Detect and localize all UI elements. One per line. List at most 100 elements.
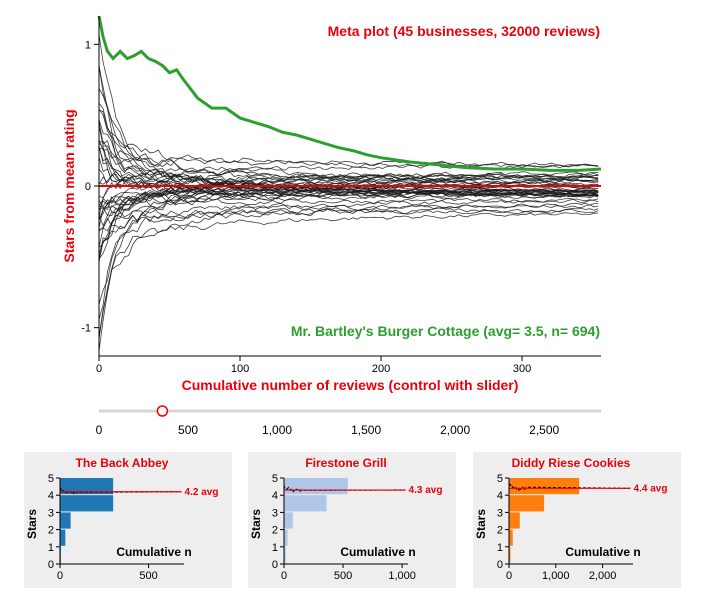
panel-y-tick-label: 4 bbox=[272, 490, 278, 502]
panel-y-tick-label: 2 bbox=[497, 525, 503, 537]
y-tick-label: 1 bbox=[85, 39, 91, 51]
panel-y-tick-label: 0 bbox=[497, 559, 503, 571]
slider-tick-labels: 0 500 1,000 1,500 2,000 2,500 bbox=[96, 423, 560, 437]
business-lines bbox=[98, 34, 599, 351]
histogram-bar-5-star bbox=[509, 478, 580, 495]
avg-label: 4.2 avg bbox=[185, 487, 219, 498]
panel-x-tick-label: 0 bbox=[506, 570, 512, 582]
histogram-bar-3-star bbox=[284, 512, 293, 529]
panel-firestone-grill: Firestone Grill 4.3 avg 0 1 2 3 4 5 0 500 1,000 Cum… bbox=[248, 452, 456, 588]
panel-back-abbey: The Back Abbey 4.2 avg 0 1 2 3 4 5 0 500 Cumulativ… bbox=[24, 452, 232, 588]
business-line bbox=[98, 140, 599, 168]
panel-x-tick-label: 2,000 bbox=[589, 570, 617, 582]
histogram-bar-1-star bbox=[509, 546, 511, 563]
panel-x-tick-label: 0 bbox=[281, 570, 287, 582]
histogram-bar-2-star bbox=[509, 529, 513, 546]
panel-y-tick-label: 3 bbox=[497, 507, 503, 519]
slider-tick-label: 1,000 bbox=[262, 423, 292, 437]
panel-y-tick-label: 5 bbox=[48, 473, 54, 485]
panel-y-tick-label: 1 bbox=[272, 542, 278, 554]
business-line bbox=[98, 181, 599, 337]
x-tick-label: 100 bbox=[231, 363, 249, 375]
panel-y-tick-label: 4 bbox=[497, 490, 503, 502]
panel-title: Diddy Riese Cookies bbox=[512, 456, 631, 470]
cumulative-avg-line bbox=[59, 487, 182, 495]
histogram-bar-3-star bbox=[60, 512, 71, 529]
business-line bbox=[98, 208, 599, 230]
panel-x-tick-label: 1,000 bbox=[542, 570, 570, 582]
panel-title: Firestone Grill bbox=[305, 456, 386, 470]
business-line bbox=[98, 207, 599, 255]
panel-title: The Back Abbey bbox=[76, 456, 169, 470]
y-axis-label: Stars from mean rating bbox=[61, 109, 77, 262]
cumulative-avg-line bbox=[283, 485, 406, 493]
panel-y-tick-label: 0 bbox=[272, 559, 278, 571]
panel-y-tick-label: 3 bbox=[48, 507, 54, 519]
histogram-bar-5-star bbox=[60, 478, 114, 495]
x-tick-label: 300 bbox=[513, 363, 531, 375]
diddy-riese-histogram: Diddy Riese Cookies 4.4 avg 0 1 2 3 4 5 0 1,000 2,… bbox=[474, 456, 668, 582]
x-tick-label: 0 bbox=[96, 363, 102, 375]
business-line bbox=[98, 175, 599, 260]
panel-y-label: Stars bbox=[25, 509, 39, 539]
slider-tick-label: 2,000 bbox=[440, 423, 470, 437]
panel-y-tick-label: 5 bbox=[497, 473, 503, 485]
histogram-bar-3-star bbox=[509, 512, 520, 529]
histogram-bar-2-star bbox=[284, 529, 288, 546]
panel-x-label: Cumulative n bbox=[340, 545, 415, 559]
panel-y-tick-label: 2 bbox=[272, 525, 278, 537]
meta-plot-title: Meta plot (45 businesses, 32000 reviews) bbox=[328, 23, 600, 39]
slider-handle[interactable] bbox=[156, 405, 169, 417]
business-line bbox=[98, 178, 599, 259]
histogram-bar-4-star bbox=[60, 495, 114, 512]
histogram-bar-4-star bbox=[284, 495, 327, 512]
back-abbey-histogram: The Back Abbey 4.2 avg 0 1 2 3 4 5 0 500 Cumulativ… bbox=[25, 456, 219, 582]
business-line bbox=[98, 164, 599, 199]
business-line bbox=[98, 191, 599, 207]
y-tick-label: 0 bbox=[85, 181, 91, 193]
review-slider[interactable]: 0 500 1,000 1,500 2,000 2,500 bbox=[96, 405, 601, 437]
panel-x-label: Cumulative n bbox=[565, 545, 640, 559]
panel-x-tick-label: 0 bbox=[57, 570, 63, 582]
slider-tick-label: 500 bbox=[178, 423, 198, 437]
business-line bbox=[98, 156, 599, 195]
panel-x-label: Cumulative n bbox=[116, 545, 191, 559]
panel-diddy-riese: Diddy Riese Cookies 4.4 avg 0 1 2 3 4 5 0 1,000 2,… bbox=[473, 452, 681, 588]
histogram-bar-1-star bbox=[284, 546, 286, 563]
highlight-series-label: Mr. Bartley's Burger Cottage (avg= 3.5, … bbox=[291, 323, 600, 339]
business-line bbox=[98, 212, 599, 339]
business-line bbox=[98, 172, 599, 185]
business-line bbox=[98, 121, 599, 181]
panel-y-tick-label: 4 bbox=[48, 490, 54, 502]
panel-y-tick-label: 2 bbox=[48, 525, 54, 537]
panel-y-tick-label: 1 bbox=[497, 542, 503, 554]
panel-y-tick-label: 5 bbox=[272, 473, 278, 485]
business-line bbox=[98, 109, 599, 167]
panel-y-tick-label: 1 bbox=[48, 542, 54, 554]
panel-y-label: Stars bbox=[249, 509, 263, 539]
slider-tick-label: 0 bbox=[96, 423, 103, 437]
panel-x-tick-label: 500 bbox=[139, 570, 157, 582]
x-axis-label: Cumulative number of reviews (control wi… bbox=[182, 377, 519, 393]
avg-label: 4.4 avg bbox=[634, 483, 668, 494]
business-line bbox=[98, 198, 599, 305]
y-tick-label: -1 bbox=[81, 323, 91, 335]
highlight-series-line bbox=[97, 15, 602, 172]
avg-label: 4.3 avg bbox=[409, 485, 443, 496]
panel-x-tick-label: 1,000 bbox=[388, 570, 416, 582]
panel-y-tick-label: 3 bbox=[272, 507, 278, 519]
business-line bbox=[98, 202, 599, 227]
histogram-bar-2-star bbox=[60, 529, 66, 546]
slider-tick-label: 1,500 bbox=[351, 423, 381, 437]
histogram-bar-4-star bbox=[509, 495, 545, 512]
panel-x-tick-label: 500 bbox=[334, 570, 352, 582]
panel-y-tick-label: 0 bbox=[48, 559, 54, 571]
business-line bbox=[98, 192, 599, 248]
x-tick-label: 200 bbox=[372, 363, 390, 375]
business-line bbox=[98, 202, 599, 351]
axis-ticks: 0 100 200 300 -1 0 1 bbox=[81, 39, 531, 375]
panel-y-label: Stars bbox=[474, 509, 488, 539]
firestone-grill-histogram: Firestone Grill 4.3 avg 0 1 2 3 4 5 0 500 1,000 Cum… bbox=[249, 456, 443, 582]
meta-plot: 0 100 200 300 -1 0 1 Meta plot (45 businesses,… bbox=[61, 15, 602, 437]
slider-tick-label: 2,500 bbox=[529, 423, 559, 437]
